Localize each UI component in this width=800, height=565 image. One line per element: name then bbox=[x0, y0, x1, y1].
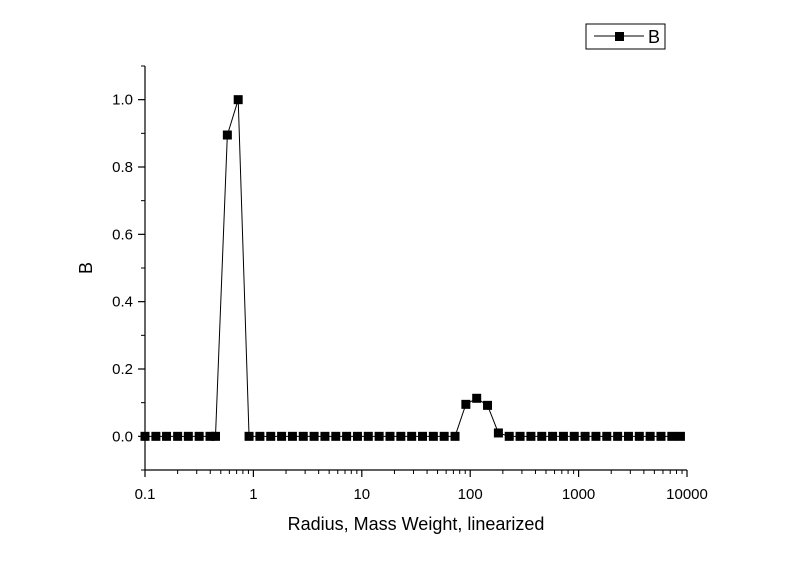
data-point bbox=[472, 393, 482, 403]
data-point bbox=[140, 431, 150, 441]
data-point bbox=[613, 431, 623, 441]
x-tick-label: 10000 bbox=[666, 486, 708, 503]
data-point bbox=[210, 431, 220, 441]
data-point bbox=[162, 431, 172, 441]
data-point bbox=[320, 431, 330, 441]
data-point bbox=[342, 431, 352, 441]
legend-marker bbox=[615, 32, 624, 41]
data-point bbox=[407, 431, 417, 441]
y-tick-label: 0.2 bbox=[112, 361, 133, 378]
data-point bbox=[548, 431, 558, 441]
data-point bbox=[309, 431, 319, 441]
data-point bbox=[151, 431, 161, 441]
data-point bbox=[277, 431, 287, 441]
data-point bbox=[194, 431, 204, 441]
data-point bbox=[439, 431, 449, 441]
y-ticks: 0.0 0.2 0.4 0.6 0.8 1.0 bbox=[112, 65, 145, 471]
x-axis-title: Radius, Mass Weight, linearized bbox=[288, 514, 545, 534]
data-point bbox=[493, 428, 503, 438]
y-tick-label: 0.8 bbox=[112, 159, 133, 176]
data-point bbox=[205, 431, 215, 441]
data-point bbox=[183, 431, 193, 441]
x-tick-label: 100 bbox=[458, 486, 483, 503]
data-point bbox=[255, 431, 265, 441]
data-point bbox=[461, 399, 471, 409]
data-point bbox=[558, 431, 568, 441]
x-tick-label: 0.1 bbox=[135, 486, 156, 503]
data-point bbox=[675, 431, 685, 441]
series-line bbox=[145, 99, 681, 437]
data-point bbox=[591, 431, 601, 441]
data-point bbox=[418, 431, 428, 441]
data-point bbox=[287, 431, 297, 441]
data-point bbox=[580, 431, 590, 441]
x-ticks: 0.1 1 10 100 1000 10000 bbox=[135, 470, 708, 503]
data-point bbox=[656, 431, 666, 441]
data-point bbox=[173, 431, 183, 441]
data-point bbox=[266, 431, 276, 441]
axes bbox=[144, 66, 687, 471]
data-point bbox=[537, 431, 547, 441]
data-point bbox=[526, 431, 536, 441]
data-point bbox=[602, 431, 612, 441]
data-point bbox=[645, 431, 655, 441]
data-point bbox=[244, 431, 254, 441]
data-point bbox=[363, 431, 373, 441]
data-point bbox=[396, 431, 406, 441]
y-tick-label: 0.0 bbox=[112, 428, 133, 445]
data-point bbox=[222, 130, 232, 140]
data-point bbox=[504, 431, 514, 441]
data-point bbox=[634, 431, 644, 441]
data-point bbox=[623, 431, 633, 441]
data-point bbox=[450, 431, 460, 441]
x-tick-label: 1000 bbox=[562, 486, 595, 503]
data-point bbox=[667, 431, 677, 441]
x-tick-label: 1 bbox=[249, 486, 257, 503]
y-tick-label: 0.6 bbox=[112, 226, 133, 243]
y-tick-label: 0.4 bbox=[112, 294, 133, 311]
data-point bbox=[385, 431, 395, 441]
data-point bbox=[233, 95, 243, 105]
legend: B bbox=[585, 23, 666, 50]
legend-label: B bbox=[648, 27, 660, 47]
data-point bbox=[428, 431, 438, 441]
data-point bbox=[331, 431, 341, 441]
y-axis-title: B bbox=[76, 262, 96, 274]
x-tick-label: 10 bbox=[353, 486, 370, 503]
data-point bbox=[352, 431, 362, 441]
data-point bbox=[298, 431, 308, 441]
data-point bbox=[374, 431, 384, 441]
data-point bbox=[515, 431, 525, 441]
y-tick-label: 1.0 bbox=[112, 92, 133, 109]
series-layer bbox=[140, 95, 685, 441]
data-point bbox=[483, 400, 493, 410]
data-point bbox=[569, 431, 579, 441]
